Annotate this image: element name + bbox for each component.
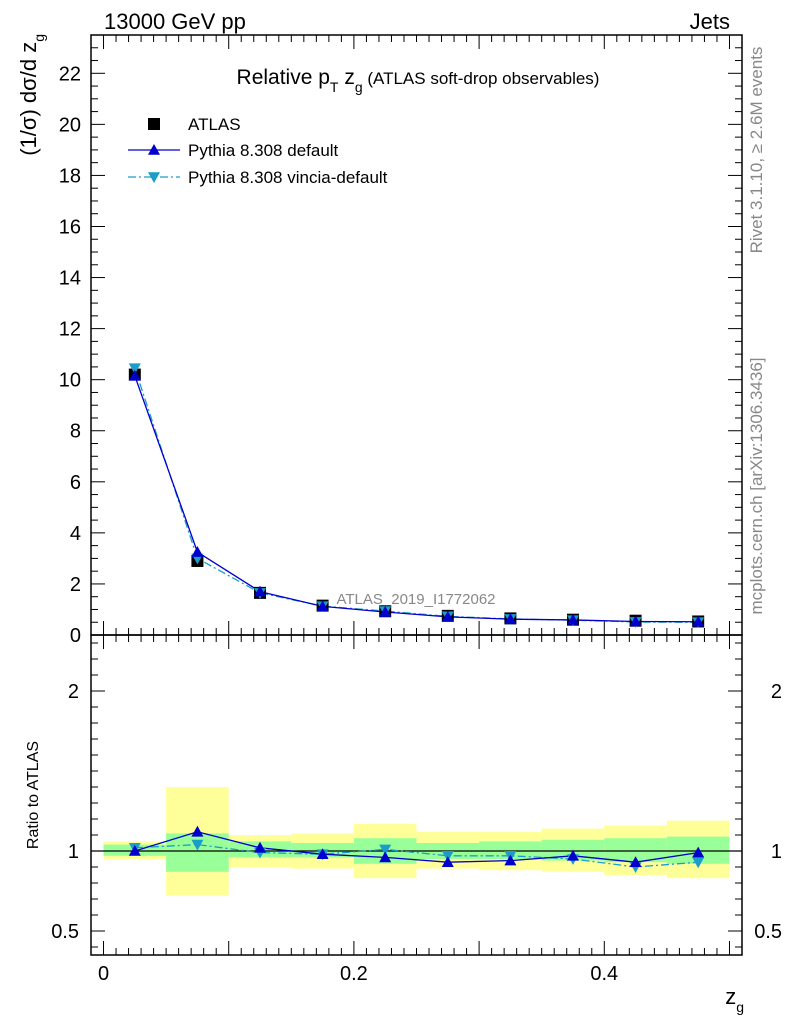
ratio-line-vincia: [134, 843, 699, 868]
ratio-y-label: Ratio to ATLAS: [25, 741, 42, 849]
default-point: [316, 600, 329, 612]
x-axis-label: zg: [725, 984, 744, 1015]
main-ytick-label: 0: [70, 625, 81, 647]
main-ytick-label: 10: [59, 370, 81, 392]
ratio-default-point: [692, 846, 705, 858]
analysis-label: ATLAS_2019_I1772062: [336, 591, 495, 608]
main-y-label: (1/σ) dσ/d zg: [16, 34, 47, 156]
mcplots-label: mcplots.cern.ch [arXiv:1306.3436]: [747, 357, 766, 614]
ratio-line-default: [134, 831, 699, 863]
legend-default-marker: [148, 144, 160, 155]
default-point: [504, 613, 517, 624]
ratio-ytick-label-left: 1: [68, 841, 79, 863]
rivet-label: Rivet 3.1.10, ≥ 2.6M events: [747, 47, 766, 254]
main-ytick-label: 18: [59, 165, 81, 187]
main-ytick-label: 12: [59, 319, 81, 341]
ratio-default-point: [191, 825, 204, 837]
ratio-default-point: [629, 856, 642, 867]
main-ytick-label: 2: [70, 574, 81, 596]
series-line-default: [134, 375, 699, 623]
ratio-ytick-label-right: 0.5: [754, 921, 782, 943]
ratio-ytick-label-left: 2: [68, 681, 79, 703]
ratio-default-point: [379, 851, 392, 863]
main-ytick-label: 8: [70, 421, 81, 443]
default-point: [254, 585, 267, 597]
default-point: [379, 606, 392, 617]
main-ytick-label: 6: [70, 472, 81, 494]
main-ytick-label: 22: [59, 63, 81, 85]
main-ytick-label: 20: [59, 114, 81, 136]
default-point: [692, 615, 705, 627]
main-ytick-label: 14: [59, 268, 81, 290]
legend-vincia-marker: [148, 172, 160, 183]
legend-label: ATLAS: [188, 115, 241, 134]
legend-label: Pythia 8.308 vincia-default: [188, 168, 388, 187]
band-inner-6: [479, 841, 542, 859]
legend-label: Pythia 8.308 default: [188, 141, 339, 160]
default-point: [128, 369, 141, 381]
main-panel: 0 2 4 6 8 10 12 14 16 18 20 22: [59, 34, 743, 647]
x-tick-label: 0.2: [340, 963, 368, 985]
default-point: [191, 546, 204, 557]
ratio-ytick-label-right: 1: [771, 841, 782, 863]
ratio-default-point: [254, 841, 267, 853]
x-tick-label: 0.4: [590, 963, 618, 985]
default-point: [566, 613, 579, 625]
ratio-default-point: [128, 845, 141, 856]
ratio-default-point: [504, 854, 517, 866]
legend: ATLAS Pythia 8.308 default Pythia 8.308 vi…: [128, 115, 388, 187]
ratio-ytick-label-left: 0.5: [51, 921, 79, 943]
ratio-default-point: [441, 856, 454, 867]
legend-atlas-marker: [148, 118, 160, 130]
ratio-default-point: [316, 848, 329, 859]
ratio-panel: 0 0.2 0.4 0.5 0.5 1 1 2 2: [51, 634, 782, 985]
header-right: Jets: [690, 9, 730, 34]
default-point: [441, 610, 454, 622]
header-left: 13000 GeV pp: [104, 9, 246, 34]
ratio-vincia-point: [379, 844, 392, 856]
ratio-vincia-point: [191, 839, 204, 851]
main-title: Relative pT zg (ATLAS soft-drop observab…: [237, 66, 600, 95]
ratio-ytick-label-right: 2: [771, 681, 782, 703]
main-ytick-label: 16: [59, 216, 81, 238]
series-line-vincia: [134, 367, 699, 623]
x-tick-label: 0: [98, 963, 109, 985]
ratio-vincia-point: [692, 857, 705, 869]
vincia-point: [128, 363, 141, 375]
ratio-default-point: [566, 849, 579, 861]
main-ytick-label: 4: [70, 523, 81, 545]
default-point: [629, 615, 642, 627]
